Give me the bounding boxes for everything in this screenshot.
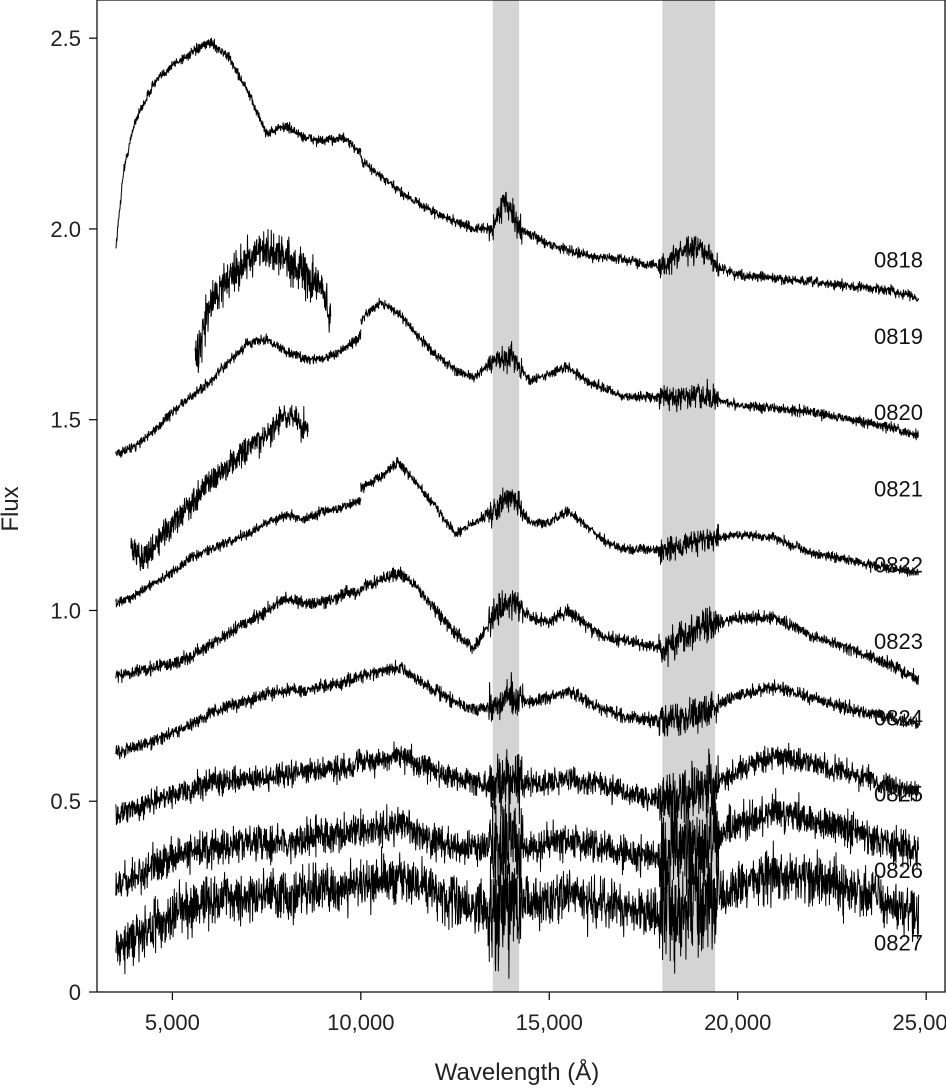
series-0818-segment-2 [360, 155, 920, 302]
plot-frame [96, 0, 946, 993]
series-label-0826: 0826 [874, 858, 923, 883]
series-0821-segment-1 [130, 404, 309, 571]
series-0826-segment-1 [115, 808, 362, 897]
series-0826-segment-2 [360, 785, 920, 919]
series-label-0824: 0824 [874, 705, 923, 730]
spectra-lines [115, 37, 920, 979]
x-tick-label: 20,000 [704, 1010, 771, 1035]
series-0823-segment-1 [115, 584, 362, 683]
x-tick-label: 15,000 [516, 1010, 583, 1035]
series-label-0823: 0823 [874, 629, 923, 654]
x-tick-label: 25,000 [893, 1010, 946, 1035]
y-axis-title: Flux [0, 486, 24, 531]
y-tick-label: 0.5 [50, 789, 81, 814]
series-0819-segment-1 [194, 229, 332, 373]
series-label-0825: 0825 [874, 782, 923, 807]
series-0823-segment-2 [360, 566, 920, 686]
x-tick-label: 10,000 [327, 1010, 394, 1035]
series-label-0821: 0821 [874, 476, 923, 501]
y-tick-label: 2.5 [50, 26, 81, 51]
x-axis-ticks: 5,000 10,000 15,000 20,000 25,000 [145, 992, 946, 1035]
series-label-0820: 0820 [874, 400, 923, 425]
series-0825-segment-1 [115, 748, 362, 826]
series-0824-segment-1 [115, 671, 362, 760]
series-0825-segment-2 [360, 741, 920, 836]
y-tick-label: 1.5 [50, 408, 81, 433]
series-0822-segment-1 [115, 497, 362, 608]
series-0827-segment-1 [115, 857, 362, 975]
series-0818-segment-1 [115, 37, 362, 249]
x-axis-title: Wavelength (Å) [435, 1058, 600, 1086]
y-tick-label: 1.0 [50, 598, 81, 623]
series-0822-segment-2 [360, 457, 920, 577]
series-label-0827: 0827 [874, 930, 923, 955]
y-tick-label: 0 [69, 980, 81, 1005]
series-0824-segment-2 [360, 659, 919, 737]
series-labels: 0818 0819 0820 0821 0822 0823 0824 0825 0826 0827 [874, 247, 923, 955]
series-label-0819: 0819 [874, 324, 923, 349]
y-axis-ticks: 0 0.5 1.0 1.5 2.0 2.5 [50, 26, 97, 1005]
series-0827-segment-2 [360, 826, 920, 979]
series-0820-segment-1 [115, 329, 362, 458]
x-tick-label: 5,000 [145, 1010, 200, 1035]
y-tick-label: 2.0 [50, 217, 81, 242]
series-0820-segment-2 [360, 297, 919, 441]
series-label-0818: 0818 [874, 247, 923, 272]
series-label-0822: 0822 [874, 553, 923, 578]
